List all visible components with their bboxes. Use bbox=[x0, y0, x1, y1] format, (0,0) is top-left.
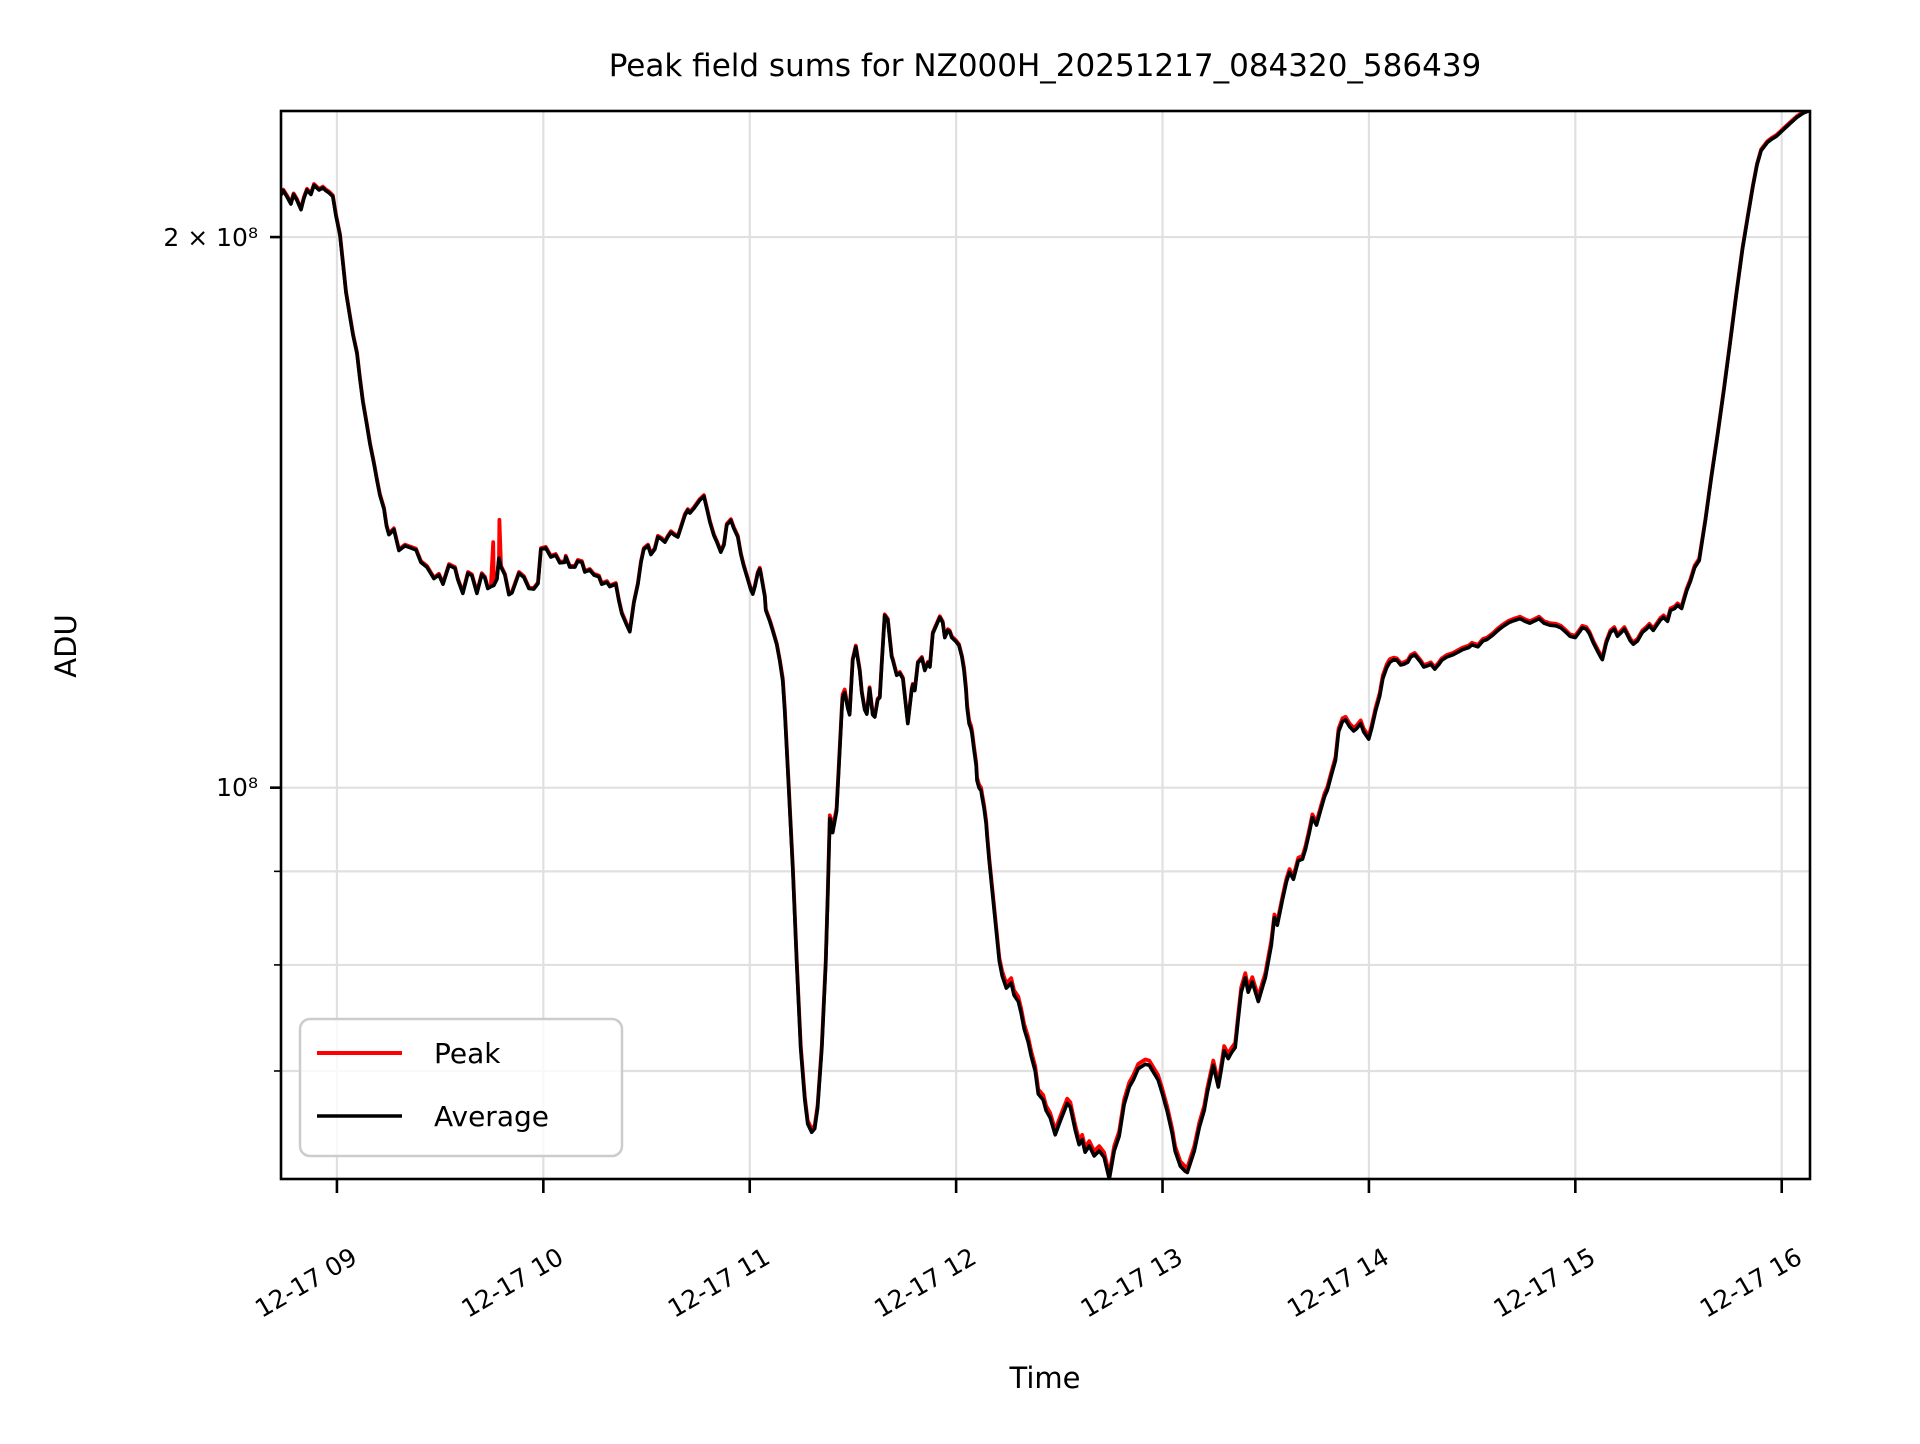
x-tick-labels: 12-17 09 12-17 10 12-17 11 12-17 12 12-17 13… bbox=[250, 1242, 1807, 1323]
legend-peak-label: Peak bbox=[434, 1037, 501, 1070]
chart-title: Peak field sums for NZ000H_20251217_0843… bbox=[609, 48, 1482, 84]
plot-frame bbox=[279, 109, 1812, 1181]
x-tick-label: 12-17 09 bbox=[250, 1242, 362, 1323]
average-line bbox=[281, 111, 1810, 1179]
y-tick-label-2e8: 2 × 10⁸ bbox=[163, 223, 258, 252]
x-tick-label: 12-17 12 bbox=[869, 1242, 981, 1323]
x-tick-label: 12-17 13 bbox=[1076, 1242, 1188, 1323]
y-axis-label: ADU bbox=[49, 614, 83, 677]
x-tick-label: 12-17 14 bbox=[1282, 1242, 1394, 1323]
tick-marks bbox=[270, 235, 1784, 1193]
y-tick-label-1e8: 10⁸ bbox=[216, 773, 258, 802]
legend: Peak Average bbox=[298, 1017, 624, 1158]
x-tick-label: 12-17 11 bbox=[663, 1242, 775, 1323]
gridlines bbox=[281, 111, 1810, 1179]
x-tick-label: 12-17 16 bbox=[1695, 1242, 1807, 1323]
legend-average-label: Average bbox=[434, 1100, 549, 1133]
peak-line bbox=[281, 111, 1810, 1177]
x-tick-label: 12-17 10 bbox=[456, 1242, 568, 1323]
x-axis-label: Time bbox=[1009, 1361, 1081, 1395]
x-tick-label: 12-17 15 bbox=[1488, 1242, 1600, 1323]
